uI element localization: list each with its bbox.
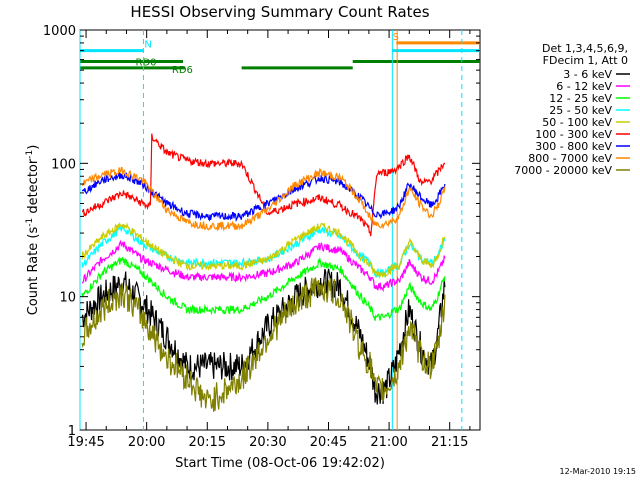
y-axis-title-part2: detector xyxy=(26,158,41,218)
footer-date: 12-Mar-2010 19:15 xyxy=(560,467,637,476)
y-axis-title-part3: ) xyxy=(26,145,41,150)
series-line-300-800-kev xyxy=(81,171,446,223)
legend-label-25-50-kev: 25 - 50 keV xyxy=(549,104,612,117)
series-line-100-300-kev xyxy=(81,133,446,237)
legend: Det 1,3,4,5,6,9, FDecim 1, Att 0 3 - 6 k… xyxy=(514,42,630,177)
legend-header-line2: FDecim 1, Att 0 xyxy=(543,54,628,67)
series-line-12-25-kev xyxy=(81,256,446,321)
flag-label-n: N xyxy=(144,40,151,51)
chart-title: HESSI Observing Summary Count Rates xyxy=(130,3,429,21)
series-lines xyxy=(81,133,446,412)
flag-bars: N RD0 RD6 S xyxy=(80,32,480,76)
x-tick-label-21-15: 21:15 xyxy=(431,435,468,450)
plot-area xyxy=(79,29,481,431)
x-tick-label-19-45: 19:45 xyxy=(67,435,104,450)
series-line-7000-20000-kev xyxy=(81,277,446,412)
series-line-800-7000-kev xyxy=(81,166,446,232)
legend-label-12-25-kev: 12 - 25 keV xyxy=(549,92,612,105)
x-tick-label-20-00: 20:00 xyxy=(128,435,165,450)
legend-label-3-6-kev: 3 - 6 keV xyxy=(563,68,612,81)
y-tick-label-10: 10 xyxy=(59,291,76,306)
x-tick-label-20-45: 20:45 xyxy=(310,435,347,450)
legend-label-50-100-kev: 50 - 100 keV xyxy=(542,116,612,129)
y-axis-title-part1: Count Rate (s xyxy=(26,227,41,316)
series-line-3-6-kev xyxy=(81,268,446,405)
y-axis-title: Count Rate (s-1 detector-1) xyxy=(25,145,41,316)
y-axis-title-sup2: -1 xyxy=(25,150,35,159)
series-line-50-100-kev xyxy=(81,221,446,279)
legend-label-6-12-kev: 6 - 12 keV xyxy=(556,80,612,93)
flag-label-rd6: RD6 xyxy=(172,65,193,76)
legend-label-800-7000-kev: 800 - 7000 keV xyxy=(528,152,612,165)
vertical-marker-lines xyxy=(79,30,463,430)
y-tick-label-100: 100 xyxy=(51,157,76,172)
legend-label-7000-20000-kev: 7000 - 20000 keV xyxy=(514,164,612,177)
y-tick-label-1000: 1000 xyxy=(43,24,76,39)
flag-label-s: S xyxy=(393,32,399,43)
x-tick-label-21-00: 21:00 xyxy=(370,435,407,450)
x-tick-label-20-15: 20:15 xyxy=(189,435,226,450)
legend-header-line1: Det 1,3,4,5,6,9, xyxy=(542,42,628,55)
plot-border xyxy=(79,29,481,431)
legend-label-100-300-kev: 100 - 300 keV xyxy=(535,128,612,141)
x-axis-title: Start Time (08-Oct-06 19:42:02) xyxy=(175,456,385,471)
axis-ticks: 19:45 20:00 20:15 20:30 20:45 21:00 21:15 1 10 10… xyxy=(43,24,480,450)
series-line-6-12-kev xyxy=(81,239,446,293)
x-tick-label-20-30: 20:30 xyxy=(249,435,286,450)
y-tick-label-1: 1 xyxy=(68,424,76,439)
flag-label-rd0: RD0 xyxy=(136,58,157,69)
legend-label-300-800-kev: 300 - 800 keV xyxy=(535,140,612,153)
y-axis-title-sup1: -1 xyxy=(25,218,35,227)
